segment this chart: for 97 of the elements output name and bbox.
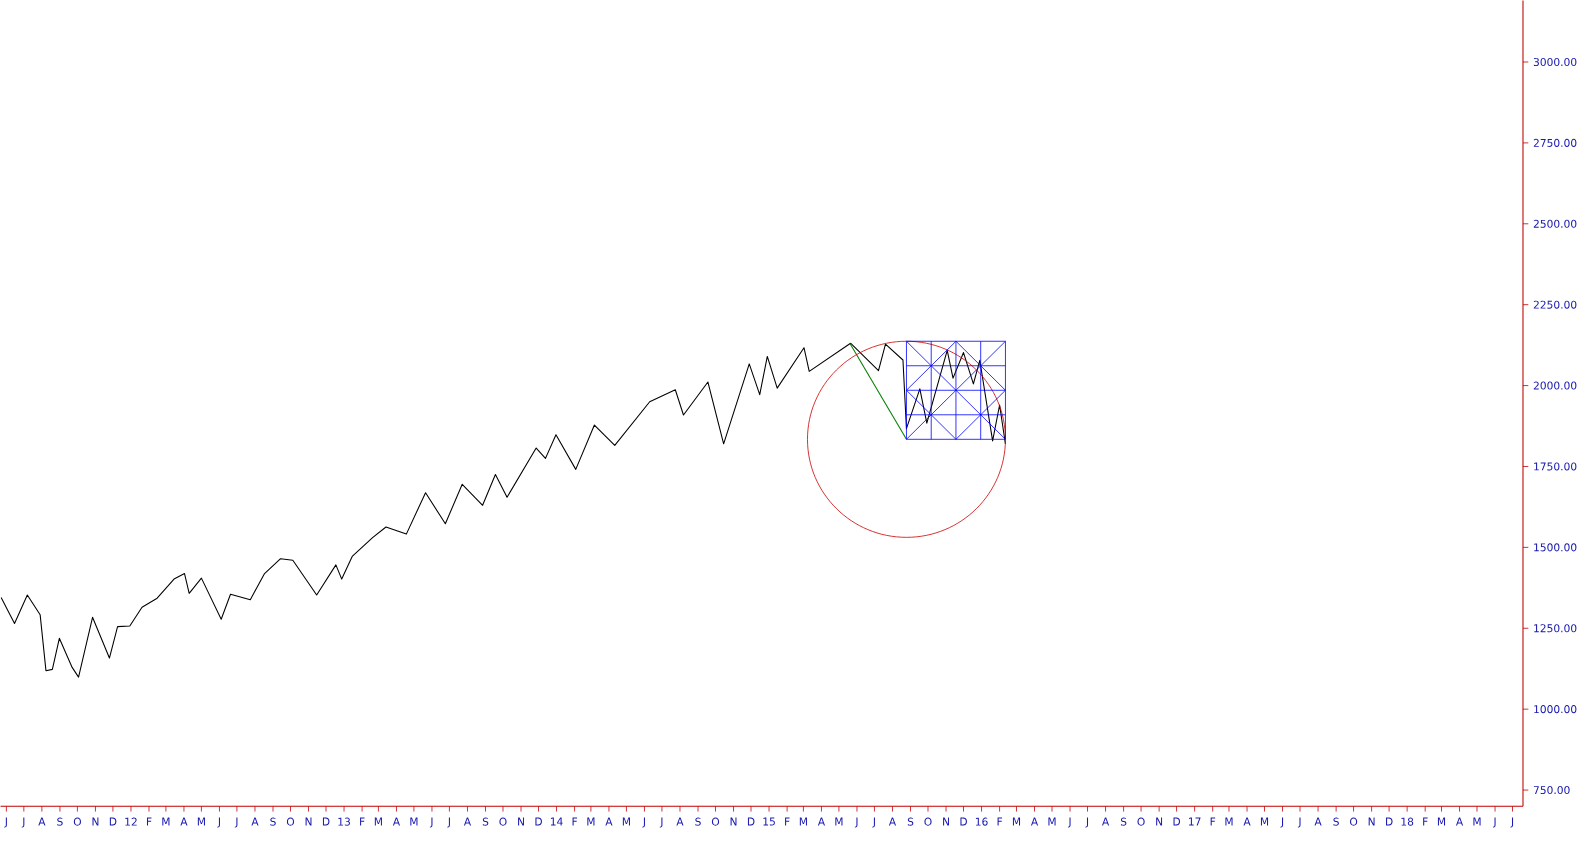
x-tick-label: O <box>286 817 295 826</box>
x-tick-label: O <box>73 817 81 826</box>
x-tick-label: J <box>642 817 645 828</box>
y-tick-label: 3000.00 <box>1533 57 1577 66</box>
x-tick-label: J <box>659 817 663 828</box>
x-tick-label: O <box>1349 817 1358 826</box>
x-tick-label: A <box>817 817 826 826</box>
x-tick-label: A <box>1101 817 1110 826</box>
x-tick-label: J <box>1067 817 1071 828</box>
x-tick-label: O <box>1137 817 1145 826</box>
x-tick-label: J <box>21 817 25 828</box>
x-tick-label: A <box>1030 817 1039 826</box>
x-tick-label: F <box>1210 817 1216 826</box>
x-tick-label: J <box>429 817 433 828</box>
x-tick-label: M <box>1260 817 1269 826</box>
x-tick-label: A <box>180 817 188 826</box>
x-tick-label: F <box>785 817 790 826</box>
y-tick-label: 750.00 <box>1533 785 1570 794</box>
x-tick-label: 14 <box>550 817 563 826</box>
x-tick-label: S <box>1333 817 1339 826</box>
x-tick-label: N <box>1368 817 1375 826</box>
x-tick-label: S <box>57 817 63 826</box>
x-tick-label: J <box>4 817 7 828</box>
x-tick-label: J <box>872 817 875 828</box>
x-tick-label: M <box>410 817 418 826</box>
x-tick-label: F <box>360 817 365 826</box>
x-tick-label: S <box>482 817 489 826</box>
x-tick-label: S <box>270 817 276 826</box>
x-tick-label: A <box>38 817 46 826</box>
y-tick-label: 1750.00 <box>1534 462 1577 471</box>
y-tick-label: 2250.00 <box>1533 300 1577 309</box>
x-tick-label: M <box>1012 817 1021 826</box>
x-tick-label: D <box>747 817 755 826</box>
x-tick-label: D <box>109 817 117 826</box>
x-tick-label: A <box>251 817 259 826</box>
x-tick-label: A <box>676 817 684 826</box>
x-tick-label: M <box>799 817 807 826</box>
x-tick-label: M <box>1048 817 1056 826</box>
x-tick-label: 18 <box>1401 817 1414 826</box>
x-tick-label: 13 <box>338 817 350 826</box>
x-tick-label: A <box>605 817 613 826</box>
x-tick-label: F <box>572 817 578 826</box>
x-tick-label: M <box>1473 817 1481 826</box>
x-tick-label: A <box>392 817 401 826</box>
x-tick-label: J <box>1297 817 1301 828</box>
x-tick-label: O <box>499 817 507 826</box>
y-tick-label: 2500.00 <box>1533 219 1577 228</box>
x-tick-label: J <box>234 817 238 828</box>
x-tick-label: D <box>535 817 542 826</box>
x-tick-label: D <box>322 817 330 826</box>
x-tick-label: 16 <box>975 817 988 826</box>
x-tick-label: A <box>1455 817 1464 826</box>
x-tick-label: A <box>1243 817 1251 826</box>
x-tick-label: N <box>730 817 737 826</box>
y-tick-label: 1000.00 <box>1534 705 1577 714</box>
x-tick-label: N <box>943 817 949 826</box>
x-tick-label: J <box>1085 817 1089 828</box>
x-tick-label: A <box>463 817 472 826</box>
x-tick-label: J <box>447 817 450 828</box>
x-tick-label: S <box>1120 817 1127 826</box>
x-tick-label: S <box>695 817 701 826</box>
y-tick-label: 2000.00 <box>1533 381 1577 390</box>
x-tick-label: O <box>711 817 720 826</box>
x-tick-label: 17 <box>1189 817 1201 826</box>
x-tick-label: J <box>1510 817 1514 828</box>
x-tick-label: N <box>305 817 312 826</box>
line-series <box>0 342 1006 678</box>
x-tick-label: M <box>1437 817 1446 826</box>
x-tick-label: M <box>587 817 595 826</box>
x-tick-label: M <box>622 817 630 826</box>
x-tick-label: M <box>197 817 205 826</box>
x-tick-label: 15 <box>763 817 775 826</box>
x-tick-label: M <box>835 817 843 826</box>
y-tick-label: 1250.00 <box>1534 624 1577 633</box>
x-tick-label: A <box>1314 817 1322 826</box>
y-tick-label: 2750.00 <box>1533 138 1577 147</box>
x-tick-label: F <box>146 817 152 826</box>
x-tick-label: M <box>374 817 382 826</box>
x-tick-label: D <box>960 817 967 826</box>
x-tick-label: J <box>854 817 858 828</box>
x-tick-label: 12 <box>125 817 137 826</box>
x-tick-label: N <box>92 817 99 826</box>
x-tick-label: N <box>518 817 524 826</box>
x-tick-label: M <box>1225 817 1233 826</box>
x-tick-label: M <box>162 817 170 826</box>
x-tick-label: D <box>1386 817 1393 826</box>
x-tick-label: J <box>1492 817 1496 828</box>
x-tick-label: A <box>888 817 897 826</box>
x-tick-label: J <box>1280 817 1284 828</box>
x-tick-label: S <box>907 817 914 826</box>
x-tick-label: N <box>1156 817 1163 826</box>
x-tick-label: F <box>997 817 1003 826</box>
x-tick-label: J <box>217 817 220 828</box>
y-tick-label: 1500.00 <box>1534 543 1577 552</box>
x-tick-label: F <box>1423 817 1428 826</box>
x-tick-label: O <box>924 817 932 826</box>
x-tick-label: D <box>1173 817 1181 826</box>
